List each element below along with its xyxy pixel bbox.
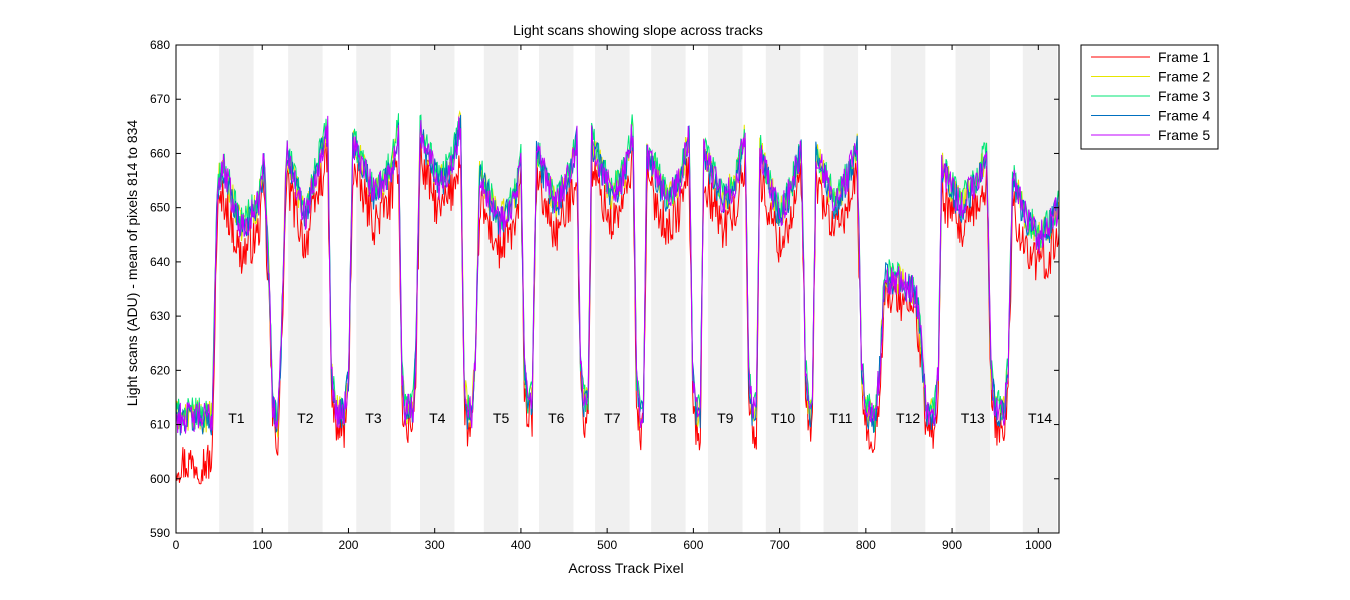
track-band-4 [420,45,455,533]
track-labels: T1 T2 T3 T4 T5 T6 T7 T8 T9 T10 T11 T12 T13 T14 [228,410,1052,426]
series-line-frame-5 [175,115,1060,434]
x-axis-title: Across Track Pixel [568,560,683,576]
legend-box [1080,44,1219,150]
track-label-4: T4 [429,410,446,426]
y-tick-label: 610 [150,418,170,432]
series-line-frame-1 [175,141,1060,485]
series-lines [175,109,1060,485]
track-label-3: T3 [365,410,382,426]
track-label-1: T1 [228,410,245,426]
y-tick-label: 680 [150,38,170,52]
y-axis: 590 600 610 620 630 640 650 660 670 680 [150,38,1059,540]
x-tick-label: 800 [856,538,876,552]
track-band-6 [539,45,574,533]
track-band-1 [219,45,254,533]
track-band-3 [356,45,391,533]
y-tick-label: 650 [150,201,170,215]
legend-label-frame-1: Frame 1 [1158,49,1210,65]
x-tick-label: 100 [252,538,272,552]
track-label-9: T9 [717,410,734,426]
track-band-11 [823,45,859,533]
track-band-14 [1022,45,1058,533]
y-tick-label: 630 [150,309,170,323]
track-label-14: T14 [1028,410,1052,426]
y-axis-title: Light scans (ADU) - mean of pixels 814 t… [124,120,140,407]
y-tick-label: 600 [150,472,170,486]
legend-label-frame-5: Frame 5 [1158,127,1210,143]
track-band-8 [651,45,686,533]
x-tick-label: 900 [942,538,962,552]
track-label-13: T13 [961,410,985,426]
legend-label-frame-4: Frame 4 [1158,108,1210,124]
plot-frame [175,44,1060,534]
x-tick-label: 200 [338,538,358,552]
x-tick-label: 600 [683,538,703,552]
x-tick-label: 400 [511,538,531,552]
y-tick-label: 620 [150,363,170,377]
track-band-13 [955,45,991,533]
track-label-7: T7 [604,410,621,426]
track-bands [219,45,1058,533]
track-label-12: T12 [896,410,920,426]
x-tick-label: 300 [425,538,445,552]
y-tick-label: 590 [150,526,170,540]
y-tick-label: 640 [150,255,170,269]
track-band-2 [288,45,323,533]
y-tick-label: 670 [150,92,170,106]
track-band-7 [595,45,630,533]
track-label-11: T11 [829,410,852,426]
chart-title: Light scans showing slope across tracks [513,22,763,38]
legend-label-frame-3: Frame 3 [1158,88,1210,104]
x-axis: 0 100 200 300 400 500 600 700 800 900 1000 [173,45,1052,552]
x-tick-label: 700 [770,538,790,552]
track-label-6: T6 [548,410,565,426]
track-label-2: T2 [297,410,314,426]
x-tick-label: 500 [597,538,617,552]
x-tick-label: 1000 [1025,538,1052,552]
track-label-8: T8 [660,410,677,426]
x-tick-label: 0 [173,538,180,552]
y-tick-label: 660 [150,146,170,160]
legend-label-frame-2: Frame 2 [1158,69,1210,85]
legend: Frame 1 Frame 2 Frame 3 Frame 4 Frame 5 [1080,44,1219,150]
track-band-5 [483,45,519,533]
track-label-5: T5 [493,410,510,426]
track-band-9 [708,45,743,533]
track-label-10: T10 [771,410,795,426]
track-band-10 [765,45,801,533]
